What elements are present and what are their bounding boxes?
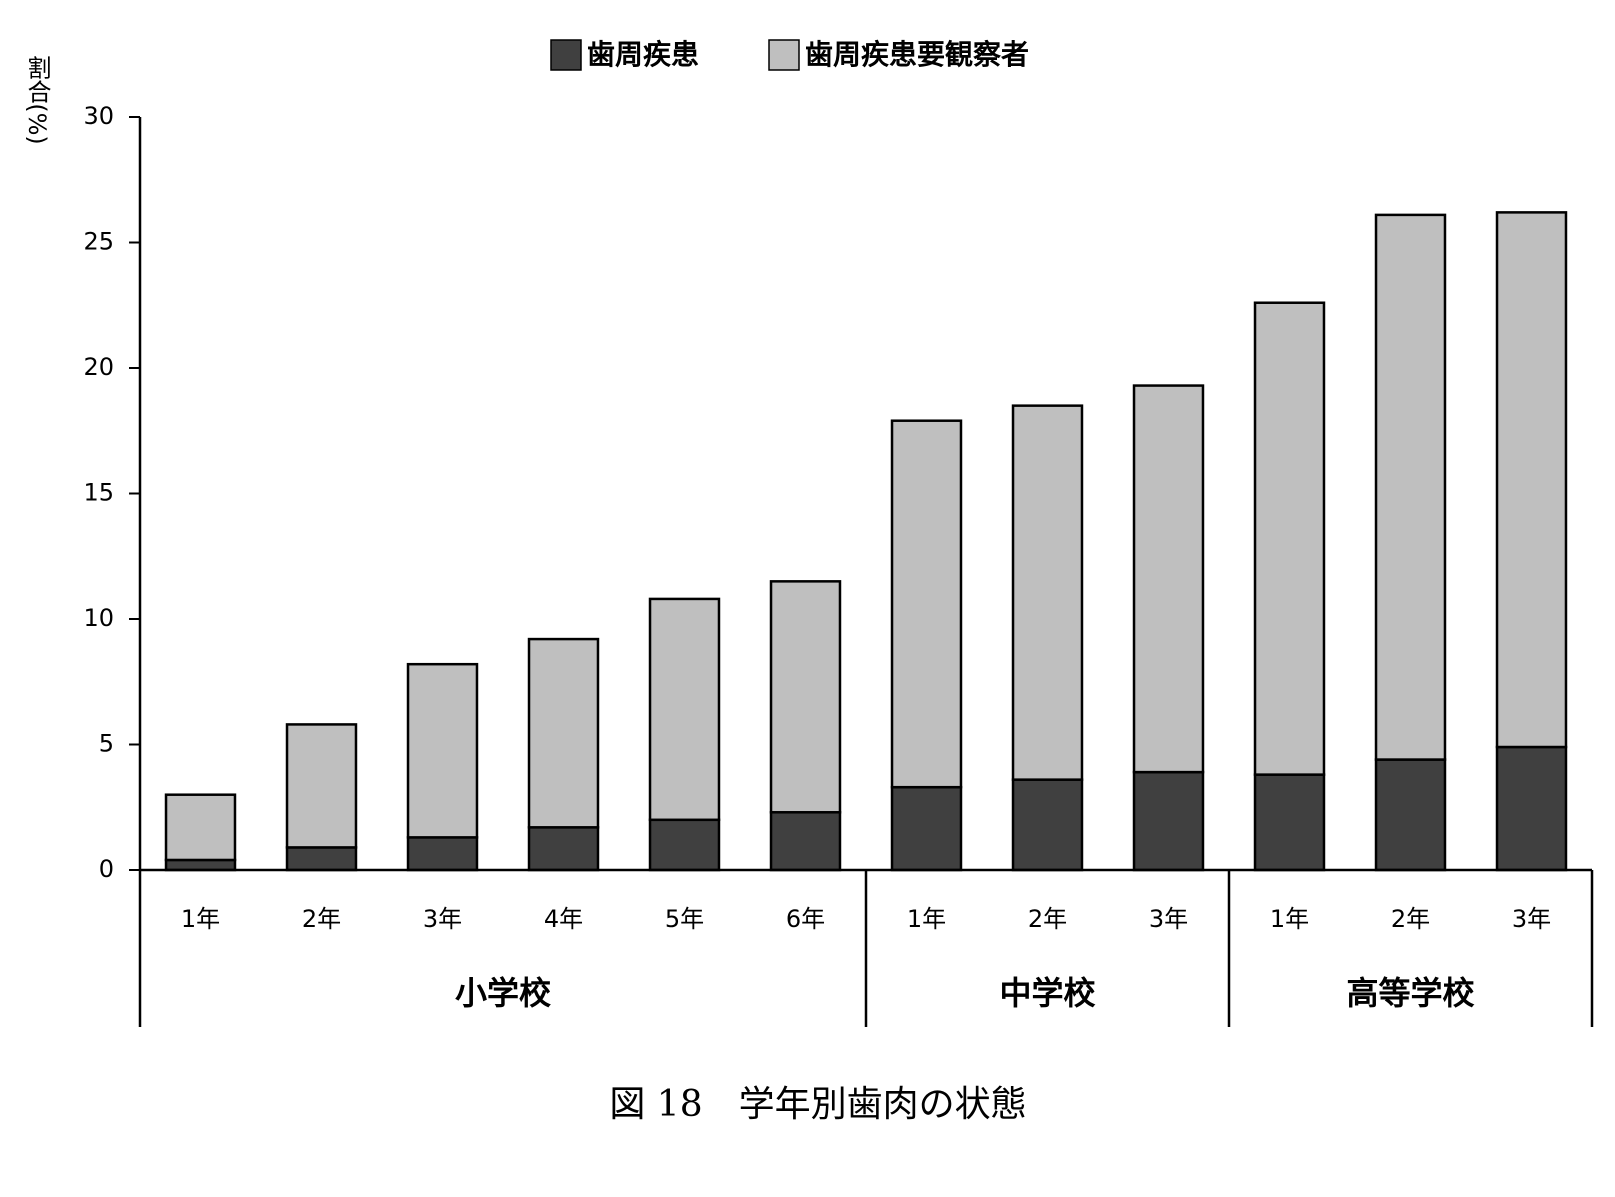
bar-segment	[406, 836, 479, 872]
group-label: 中学校	[999, 974, 1095, 1012]
bar-segment	[1374, 213, 1447, 761]
x-tick-label: 5年	[665, 905, 704, 933]
bar-segment	[1495, 745, 1568, 872]
bar-segment	[164, 793, 237, 862]
bar-segment	[1011, 404, 1084, 781]
bar-segment	[527, 637, 600, 829]
x-tick-label: 6年	[786, 905, 825, 933]
x-tick-label: 3年	[423, 905, 462, 933]
bar-segment	[1495, 211, 1568, 749]
y-axis-label: 割合(%)	[23, 55, 51, 145]
bar-segment	[406, 662, 479, 839]
legend-swatch	[768, 39, 800, 71]
y-tick-label: 25	[83, 228, 114, 256]
x-tick-label: 1年	[1270, 905, 1309, 933]
bar-segment	[890, 785, 963, 872]
legend-label: 歯周疾患	[587, 38, 699, 71]
x-tick-label: 1年	[907, 905, 946, 933]
bar-segment	[164, 858, 237, 872]
x-tick-label: 3年	[1149, 905, 1188, 933]
x-tick-label: 1年	[181, 905, 220, 933]
caption: 図 18 学年別歯肉の状態	[609, 1084, 1026, 1125]
x-tick-label: 3年	[1512, 905, 1551, 933]
x-tick-label: 2年	[1028, 905, 1067, 933]
bar-segment	[1132, 770, 1205, 872]
bar-segment	[769, 580, 842, 814]
bar-segment	[1132, 384, 1205, 774]
bar-segment	[769, 811, 842, 872]
bar-segment	[648, 597, 721, 822]
y-tick-label: 5	[99, 730, 114, 758]
legend-label: 歯周疾患要観察者	[805, 38, 1029, 71]
group-label: 高等学校	[1346, 974, 1474, 1012]
group-label: 小学校	[455, 974, 551, 1012]
bar-segment	[527, 826, 600, 872]
legend-swatch	[550, 39, 582, 71]
y-tick-label: 30	[83, 102, 114, 130]
x-tick-label: 4年	[544, 905, 583, 933]
bar-segment	[285, 846, 358, 872]
x-tick-label: 2年	[302, 905, 341, 933]
bar-segment	[1374, 758, 1447, 872]
y-tick-label: 15	[83, 479, 114, 507]
bar-segment	[1253, 773, 1326, 872]
bar-segment	[890, 419, 963, 789]
y-tick-label: 20	[83, 353, 114, 381]
y-tick-label: 10	[83, 604, 114, 632]
bar-segment	[1253, 301, 1326, 776]
bar-segment	[1011, 778, 1084, 872]
bar-segment	[648, 818, 721, 872]
bar-segment	[285, 723, 358, 849]
x-tick-label: 2年	[1391, 905, 1430, 933]
y-tick-label: 0	[99, 855, 114, 883]
